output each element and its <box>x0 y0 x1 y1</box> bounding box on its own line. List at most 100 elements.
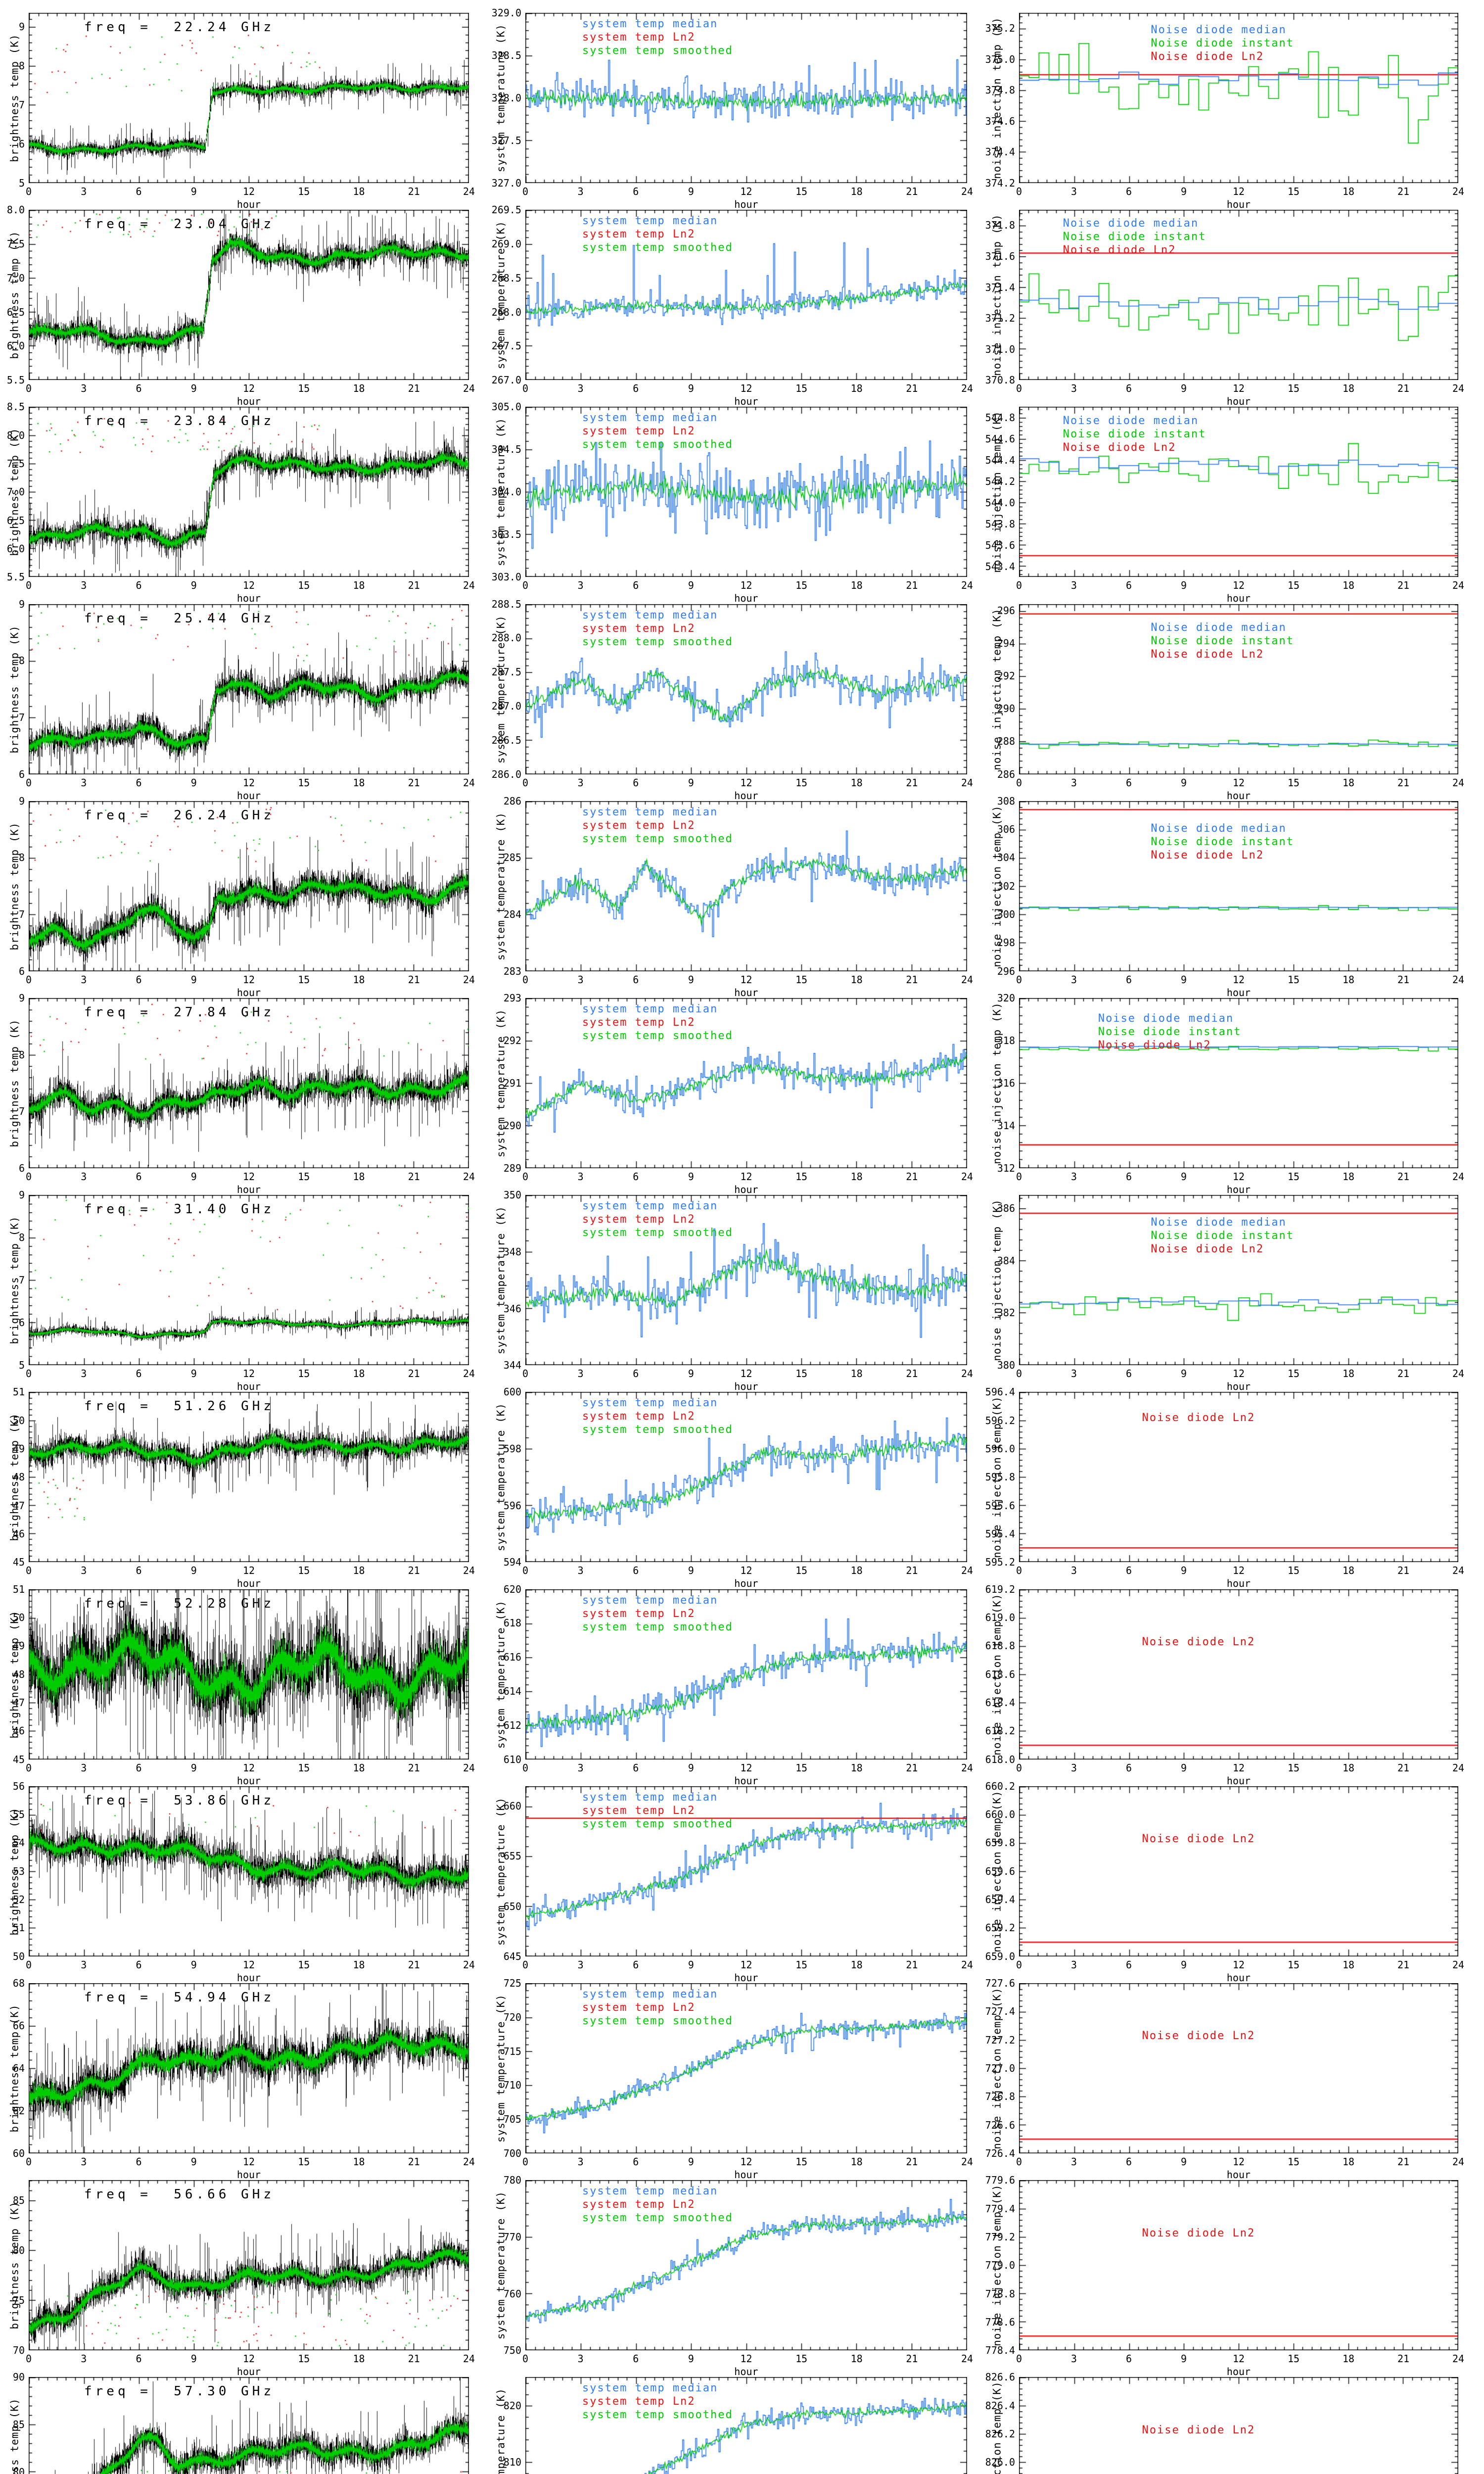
x-tick-label: 24 <box>961 2353 974 2365</box>
plot-canvas-r9c3 <box>1019 1589 1458 1760</box>
y-tick-label: 760 <box>503 2287 521 2300</box>
y-tick-label: 327.5 <box>491 135 521 146</box>
x-tick-label: 6 <box>136 382 142 395</box>
y-tick-label: 5 <box>18 177 25 189</box>
x-tick-label: 6 <box>136 579 142 592</box>
y-axis-label: noise injection temp (K) <box>991 1002 1003 1164</box>
x-tick-label: 12 <box>1232 776 1245 789</box>
legend-item-system-temp-median: system temp median <box>582 1791 718 1804</box>
legend-item-system-temp-ln2: system temp Ln2 <box>582 228 696 241</box>
x-tick-label: 9 <box>1180 1565 1187 1577</box>
legend-item-system-temp-smoothed: system temp smoothed <box>582 2409 733 2422</box>
x-tick-label: 15 <box>1287 2156 1300 2168</box>
x-tick-label: 15 <box>298 2353 310 2365</box>
legend-item-noise-diode-ln2: Noise diode Ln2 <box>1151 648 1264 661</box>
y-tick-label: 51 <box>12 1583 25 1595</box>
y-tick-label: 90 <box>12 2371 25 2383</box>
x-tick-label: 12 <box>1232 382 1245 395</box>
x-tick-label: 15 <box>1287 2353 1300 2365</box>
y-tick-label: 288.5 <box>491 598 521 610</box>
plot-canvas-r4c1 <box>29 604 469 774</box>
plot-canvas-r5c3 <box>1019 801 1458 971</box>
plot-canvas-r10c3 <box>1019 1786 1458 1956</box>
y-tick-label: 374.8 <box>985 84 1015 96</box>
x-tick-label: 15 <box>1287 186 1300 197</box>
plot-title: freq = 23.84 GHz <box>84 414 275 429</box>
x-tick-label: 12 <box>740 1171 752 1183</box>
y-tick-label: 286 <box>503 795 521 807</box>
x-tick-label: 0 <box>1016 1761 1022 1774</box>
x-tick-label: 3 <box>81 1171 87 1183</box>
x-tick-label: 12 <box>740 776 752 789</box>
y-tick-label: 80 <box>12 2244 25 2256</box>
legend-item-system-temp-median: system temp median <box>582 806 718 818</box>
x-tick-label: 12 <box>1232 1565 1245 1577</box>
x-axis-label: hour <box>734 2169 758 2181</box>
y-tick-label: 6 <box>18 1162 25 1174</box>
y-tick-label: 715 <box>503 2045 521 2057</box>
x-tick-label: 21 <box>408 1565 420 1577</box>
x-tick-label: 9 <box>1180 186 1187 197</box>
x-tick-label: 9 <box>190 973 197 986</box>
y-tick-label: 286.0 <box>491 768 521 780</box>
y-tick-label: 659.4 <box>985 1894 1015 1906</box>
plot-canvas-r2c2 <box>525 210 967 381</box>
x-tick-label: 0 <box>522 2156 529 2168</box>
x-tick-label: 9 <box>688 1368 694 1380</box>
x-tick-label: 6 <box>136 1958 142 1971</box>
x-tick-label: 24 <box>961 1958 974 1971</box>
legend-item-system-temp-ln2: system temp Ln2 <box>582 2001 696 2014</box>
x-tick-label: 3 <box>81 579 87 592</box>
x-tick-label: 24 <box>1452 1368 1465 1380</box>
x-tick-label: 9 <box>688 973 694 986</box>
x-axis-label: hour <box>734 1971 758 1984</box>
x-tick-label: 18 <box>353 1368 365 1380</box>
x-tick-label: 24 <box>463 579 475 592</box>
x-tick-label: 12 <box>242 1171 255 1183</box>
x-tick-label: 24 <box>1452 1171 1465 1183</box>
x-tick-label: 18 <box>1342 186 1355 197</box>
y-tick-label: 284 <box>503 908 521 921</box>
x-tick-label: 12 <box>740 186 752 197</box>
y-tick-label: 727.2 <box>985 2034 1015 2046</box>
x-tick-label: 21 <box>1397 186 1410 197</box>
y-tick-label: 659.8 <box>985 1837 1015 1849</box>
x-tick-label: 24 <box>961 1368 974 1380</box>
x-tick-label: 24 <box>463 1958 475 1971</box>
legend-item-noise-diode-instant: Noise diode instant <box>1063 231 1206 243</box>
x-tick-label: 21 <box>408 1171 420 1183</box>
x-tick-label: 21 <box>1397 776 1410 789</box>
y-tick-label: 618.0 <box>985 1753 1015 1765</box>
plot-canvas-r6c1 <box>29 998 469 1168</box>
x-tick-label: 9 <box>1180 579 1187 592</box>
y-tick-label: 85 <box>12 2194 25 2206</box>
x-tick-label: 24 <box>1452 186 1465 197</box>
y-tick-label: 306 <box>997 823 1015 836</box>
x-tick-label: 24 <box>961 1171 974 1183</box>
y-tick-label: 328.5 <box>491 49 521 61</box>
x-tick-label: 9 <box>1180 2353 1187 2365</box>
y-axis-label: system temperature (K) <box>495 1008 507 1158</box>
x-tick-label: 0 <box>1016 973 1022 986</box>
x-tick-label: 0 <box>522 1565 529 1577</box>
y-tick-label: 51 <box>12 1386 25 1398</box>
x-tick-label: 24 <box>463 2353 475 2365</box>
x-tick-label: 15 <box>795 1368 808 1380</box>
y-tick-label: 660.2 <box>985 1780 1015 1792</box>
x-tick-label: 0 <box>25 1368 32 1380</box>
x-tick-label: 18 <box>850 1565 863 1577</box>
x-tick-label: 21 <box>1397 2353 1410 2365</box>
x-tick-label: 18 <box>850 1171 863 1183</box>
y-tick-label: 328.0 <box>491 92 521 104</box>
y-tick-label: 705 <box>503 2113 521 2126</box>
y-tick-label: 725 <box>503 1977 521 1989</box>
x-tick-label: 15 <box>1287 1761 1300 1774</box>
y-axis-label: brightness temp (K) <box>8 2004 21 2133</box>
x-tick-label: 3 <box>1070 382 1077 395</box>
y-tick-label: 45 <box>12 1556 25 1569</box>
plot-canvas-r1c1 <box>29 13 469 183</box>
legend-item-noise-diode-median: Noise diode median <box>1151 822 1287 835</box>
legend-item-system-temp-ln2: system temp Ln2 <box>582 2198 696 2211</box>
x-axis-label: hour <box>236 1184 261 1195</box>
x-tick-label: 6 <box>1125 2156 1132 2168</box>
